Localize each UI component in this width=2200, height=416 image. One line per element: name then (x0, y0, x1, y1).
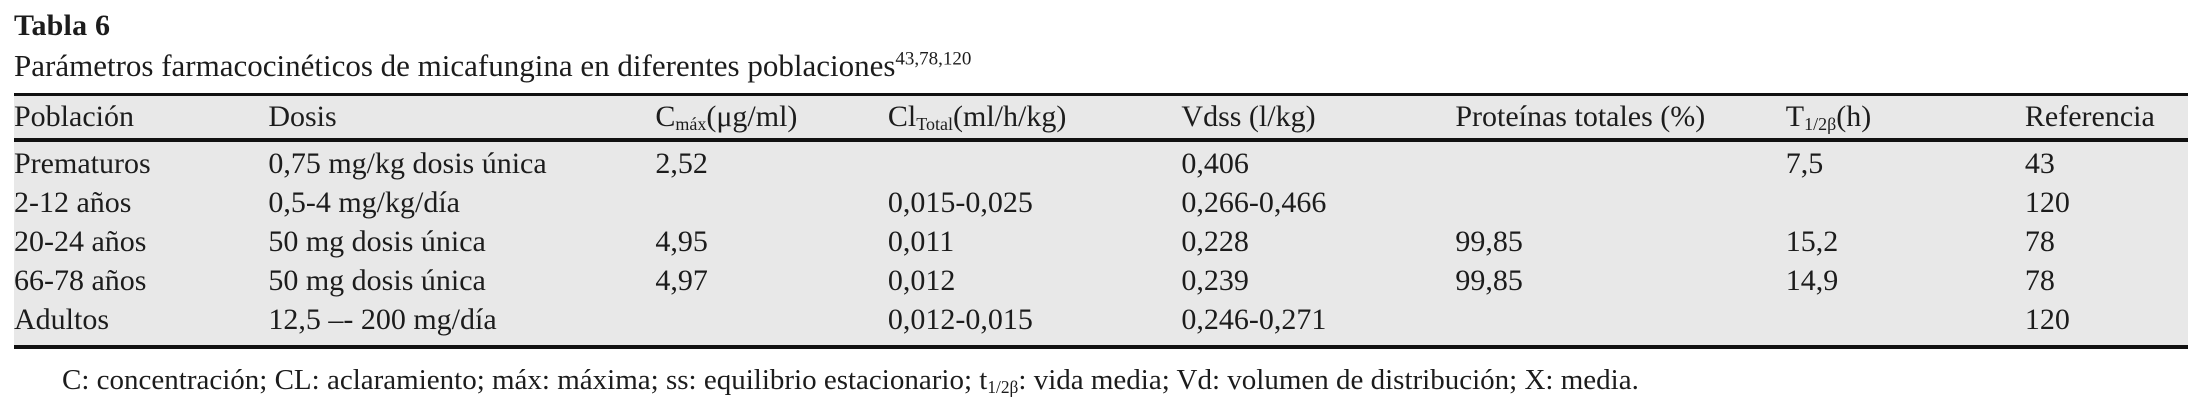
table-cell: 43 (2024, 147, 2055, 180)
table-cell: 0,266-0,466 (1181, 186, 1327, 219)
table-cell: 120 (2024, 303, 2070, 336)
column-header-poblacion: Población (14, 100, 134, 133)
table-cell: 15,2 (1785, 225, 1839, 258)
table-cell: 99,85 (1455, 264, 1523, 297)
table-cell: 4,97 (655, 264, 708, 297)
table-cell: 78 (2024, 264, 2055, 297)
table-cell: 78 (2024, 225, 2055, 258)
column-header-dosis: Dosis (268, 100, 337, 133)
row-label: 66-78 años (14, 264, 147, 297)
table-cell: 0,239 (1181, 264, 1249, 297)
table-cell: 7,5 (1785, 147, 1824, 180)
table-cell: 0,75 mg/kg dosis única (268, 147, 547, 180)
table-cell (888, 144, 1181, 183)
table-footnote: C: concentración; CL: aclaramiento; máx:… (14, 361, 2188, 402)
table-cell: 0,012-0,015 (887, 303, 1033, 336)
table-cell (655, 183, 888, 222)
table-cell: 2,52 (655, 147, 708, 180)
table-header-row: Población Dosis Cmáx(μg/ml) ClTotal(ml/h… (14, 96, 2188, 142)
table-caption: Parámetros farmacocinéticos de micafungi… (14, 46, 2188, 86)
table-cell: 4,95 (655, 225, 708, 258)
column-header-proteinas: Proteínas totales (%) (1455, 100, 1706, 133)
table-row: Prematuros 0,75 mg/kg dosis única 2,52 0… (14, 144, 2188, 183)
column-header-referencia: Referencia (2024, 100, 2155, 133)
column-header-cmax: Cmáx(μg/ml) (655, 100, 798, 134)
table-cell: 120 (2024, 186, 2070, 219)
table-number-label: Tabla 6 (14, 9, 111, 42)
table-cell (1455, 183, 1785, 222)
table-cell (1786, 300, 2025, 339)
table-cell: 0,246-0,271 (1181, 303, 1327, 336)
table-figure: Tabla 6 Parámetros farmacocinéticos de m… (14, 9, 2188, 402)
table-cell: 50 mg dosis única (268, 264, 486, 297)
table-cell: 0,228 (1181, 225, 1249, 258)
column-header-cltotal: ClTotal(ml/h/kg) (887, 100, 1067, 134)
caption-text: Parámetros farmacocinéticos de micafungi… (14, 48, 896, 83)
row-label: Adultos (14, 303, 110, 336)
table-cell: 0,011 (887, 225, 955, 258)
column-header-vdss: Vdss (l/kg) (1181, 100, 1316, 133)
footnote-text: C: concentración; CL: aclaramiento; máx:… (62, 364, 988, 396)
column-header-t12b: T1/2β(h) (1785, 100, 1872, 134)
table-cell: 0,5-4 mg/kg/día (268, 186, 460, 219)
table-row: Adultos 12,5 –- 200 mg/día 0,012-0,015 0… (14, 300, 2188, 339)
table-cell (1455, 300, 1785, 339)
table-cell: 99,85 (1455, 225, 1523, 258)
row-label: Prematuros (14, 147, 151, 180)
footnote-subscript: 1/2β (987, 376, 1019, 397)
table-cell: 0,012 (887, 264, 956, 297)
table-cell: 50 mg dosis única (268, 225, 486, 258)
table-cell (655, 300, 888, 339)
table-cell (1455, 144, 1785, 183)
table-cell: 0,015-0,025 (887, 186, 1033, 219)
table-cell: 0,406 (1181, 147, 1249, 180)
caption-reference-superscript: 43,78,120 (895, 48, 972, 70)
row-label: 2-12 años (14, 186, 132, 219)
table-cell (1786, 183, 2025, 222)
table-row: 66-78 años 50 mg dosis única 4,97 0,012 … (14, 261, 2188, 300)
row-label: 20-24 años (14, 225, 147, 258)
pharmacokinetics-table: Población Dosis Cmáx(μg/ml) ClTotal(ml/h… (14, 93, 2188, 349)
table-row: 2-12 años 0,5-4 mg/kg/día 0,015-0,025 0,… (14, 183, 2188, 222)
table-cell: 12,5 –- 200 mg/día (268, 303, 497, 336)
footnote-text: : vida media; Vd: volumen de distribució… (1018, 364, 1639, 396)
table-cell: 14,9 (1785, 264, 1839, 297)
table-row: 20-24 años 50 mg dosis única 4,95 0,011 … (14, 222, 2188, 261)
table-body: Prematuros 0,75 mg/kg dosis única 2,52 0… (14, 142, 2188, 349)
